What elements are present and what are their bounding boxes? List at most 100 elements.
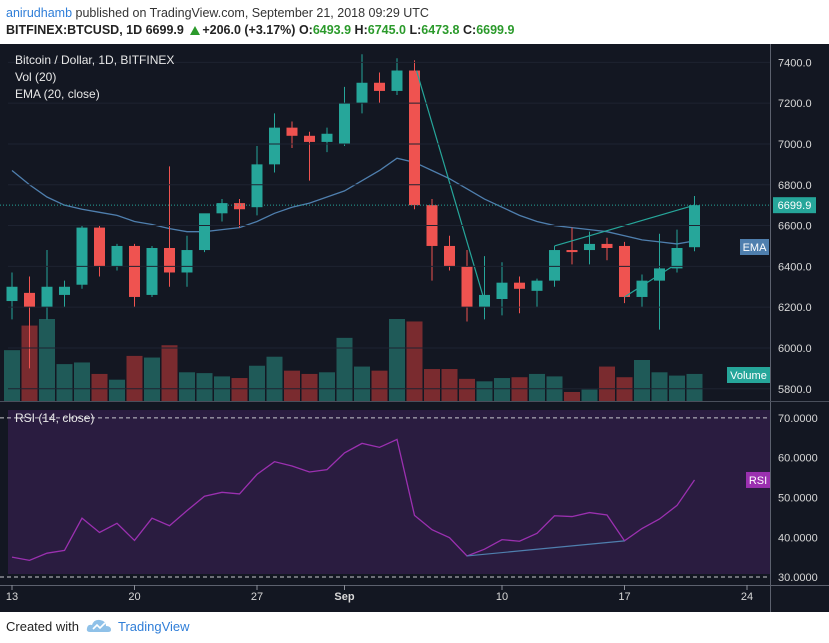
candle-body [689, 205, 700, 248]
high-label: H: [354, 23, 368, 37]
candle-body [601, 243, 613, 248]
header: anirudhamb published on TradingView.com,… [0, 0, 829, 44]
rsi-line [11, 438, 696, 562]
candle-body [636, 280, 648, 297]
price-tick-label: 7200.0 [778, 98, 812, 110]
time-tick-label: 27 [251, 591, 263, 603]
volume-bar [634, 360, 650, 401]
candle-body [286, 127, 298, 136]
volume-bar [284, 370, 300, 401]
time-tick-label: 10 [496, 591, 508, 603]
volume-bar [441, 369, 458, 401]
ema-line [11, 157, 695, 245]
candle-body [531, 280, 543, 291]
ema-badge: EMA [743, 242, 768, 254]
rsi-pane-background [8, 410, 770, 574]
candle-body [461, 266, 473, 308]
volume-bar [249, 365, 265, 401]
candle-body [444, 245, 455, 267]
candle-body [76, 227, 88, 285]
rsi-tick-label: 50.0000 [778, 492, 818, 504]
change-value: +206.0 (+3.17%) [202, 23, 296, 37]
volume-bars [4, 319, 703, 401]
tradingview-cloud-icon [86, 619, 111, 632]
volume-bar [39, 319, 55, 401]
close-value: 6699.9 [476, 23, 515, 37]
volume-bar [529, 373, 545, 401]
up-arrow-icon [190, 26, 201, 35]
close-label: C: [463, 23, 477, 37]
price-badge: 6699.9 [778, 200, 812, 212]
volume-bar [651, 372, 668, 401]
volume-bar [74, 362, 90, 401]
created-with-label: Created with [6, 619, 79, 634]
tradingview-brand-link[interactable]: TradingView [118, 619, 190, 634]
candle-body [409, 70, 420, 206]
candle-body [514, 282, 525, 289]
candle-body [391, 70, 403, 91]
volume-bar [144, 357, 160, 401]
candle-body [24, 292, 35, 308]
candle-body [356, 82, 368, 104]
rsi-badge-box [746, 471, 770, 488]
open-label: O: [298, 23, 313, 37]
volume-bar [494, 378, 510, 401]
candle-body [374, 82, 385, 91]
candle-body [216, 203, 228, 214]
volume-bar [476, 381, 493, 401]
low-label: L: [409, 23, 422, 37]
candle-body [339, 103, 350, 144]
rsi-legend: RSI (14, close) [15, 411, 95, 425]
volume-bar [319, 372, 335, 401]
volume-bar [109, 379, 125, 401]
volume-bar [406, 321, 423, 401]
volume-badge-box [727, 367, 770, 383]
price-tick-label: 6400.0 [778, 261, 812, 273]
high-value: 6745.0 [367, 23, 406, 37]
volume-bar [564, 391, 580, 401]
volume-bar [581, 389, 598, 401]
author-link[interactable]: anirudhamb [6, 6, 73, 20]
vol-legend: Vol (20) [15, 70, 57, 84]
price-badge-box [773, 197, 816, 214]
price-tick-label: 5800.0 [778, 384, 812, 396]
price-tick-label: 6800.0 [778, 180, 812, 192]
volume-bar [231, 378, 248, 401]
time-tick-label: Sep [334, 591, 354, 603]
candle-body [129, 245, 140, 297]
time-tick-label: 20 [128, 591, 140, 603]
time-tick-label: 17 [618, 591, 630, 603]
volume-bar [599, 366, 615, 401]
price-tick-label: 6600.0 [778, 221, 812, 233]
time-tick-label: 13 [6, 591, 18, 603]
axis-badges: 6699.9 EMA Volume RSI [727, 197, 816, 488]
rsi-tick-label: 60.0000 [778, 453, 818, 465]
price-tick-label: 6000.0 [778, 343, 812, 355]
candle-body [41, 286, 53, 308]
candle-body [566, 250, 578, 253]
candle-body [269, 127, 280, 165]
volume-bar [354, 366, 370, 401]
volume-bar [459, 378, 475, 401]
volume-bar [179, 372, 195, 401]
candle-body [304, 135, 315, 142]
candle-body [584, 243, 595, 251]
main-legend-title: Bitcoin / Dollar, 1D, BITFINEX [15, 53, 175, 67]
trendline-drop [415, 70, 486, 302]
open-value: 6493.9 [312, 23, 352, 37]
price-chart[interactable]: 30.0000 40.0000 50.0000 60.0000 70.0000 5800… [0, 44, 829, 612]
candle-body [6, 286, 18, 302]
candle-body [59, 286, 70, 295]
price-tick-label: 6200.0 [778, 302, 812, 314]
volume-bar [126, 355, 143, 401]
volume-bar [4, 350, 20, 401]
volume-bar [336, 337, 353, 401]
low-value: 6473.8 [421, 23, 460, 37]
candle-body [164, 248, 175, 273]
quote-line: BITFINEX:BTCUSD, 1D 6699.9 +206.0 (+3.17… [6, 23, 514, 37]
candles [0, 54, 770, 369]
rsi-tick-label: 70.0000 [778, 413, 818, 425]
candle-body [549, 250, 560, 281]
volume-bar [424, 369, 440, 401]
ema-legend: EMA (20, close) [15, 87, 100, 101]
